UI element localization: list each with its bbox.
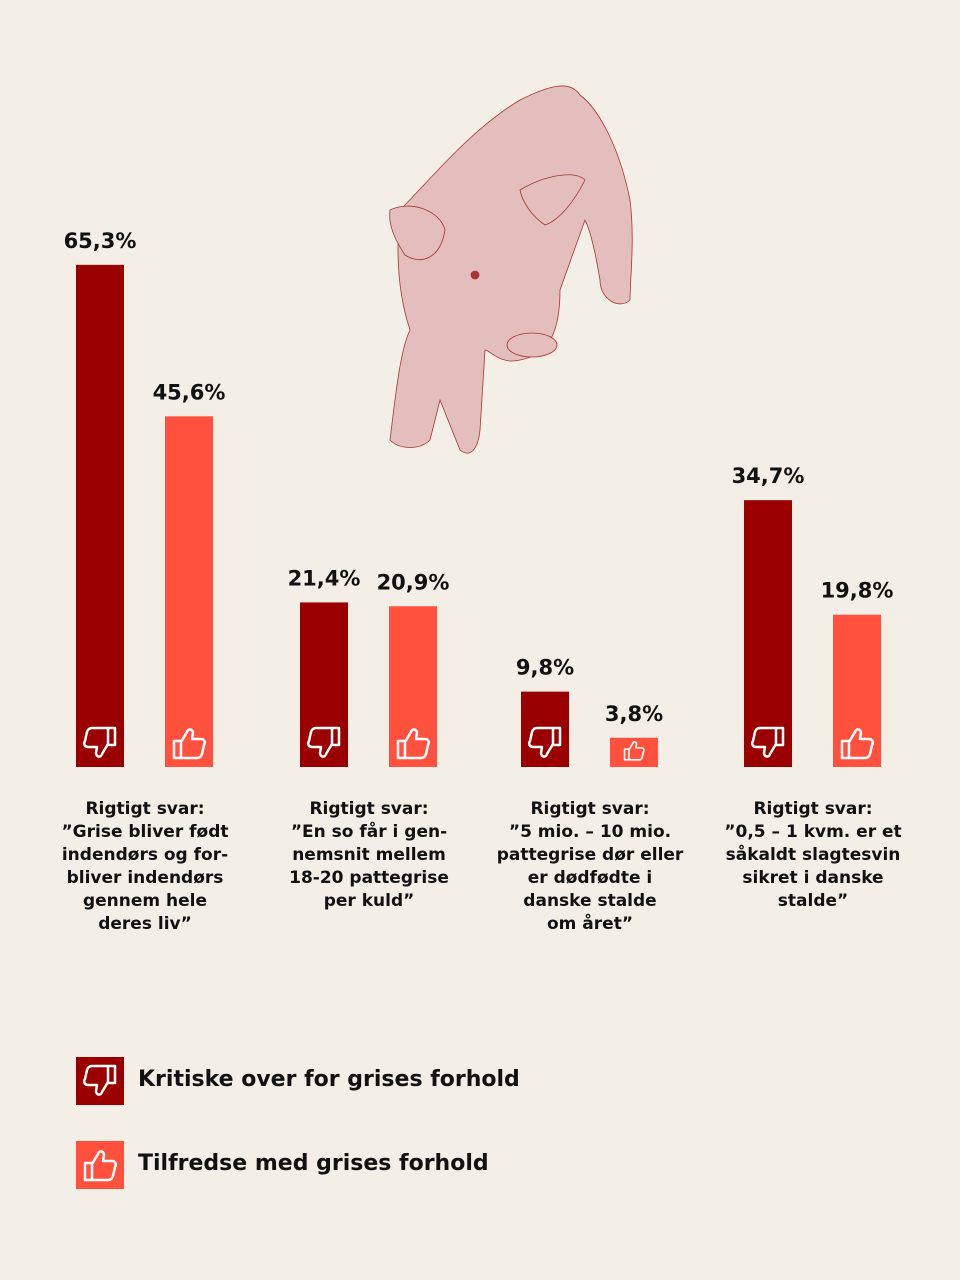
bar: [744, 500, 792, 767]
value-label: 9,8%: [516, 656, 574, 680]
value-label: 34,7%: [732, 464, 805, 488]
value-label: 45,6%: [153, 380, 226, 404]
category-label: Rigtigt svar: ”En so får i gen- nemsnit …: [289, 799, 449, 911]
category-label: Rigtigt svar: ”Grise bliver født indendø…: [61, 799, 229, 934]
pig-illustration: [389, 85, 633, 454]
value-label: 21,4%: [288, 566, 361, 590]
value-label: 65,3%: [64, 229, 137, 253]
bar: [165, 416, 213, 767]
bar: [76, 264, 124, 767]
value-label: 20,9%: [377, 570, 450, 594]
legend-label: Kritiske over for grises forhold: [138, 1067, 520, 1092]
value-label: 3,8%: [605, 702, 663, 726]
category-label: Rigtigt svar: ”0,5 – 1 kvm. er et såkald…: [724, 799, 902, 911]
legend-label: Tilfredse med grises forhold: [138, 1151, 489, 1176]
category-label: Rigtigt svar: ”5 mio. – 10 mio. pattegri…: [496, 799, 684, 934]
value-label: 19,8%: [821, 579, 894, 603]
